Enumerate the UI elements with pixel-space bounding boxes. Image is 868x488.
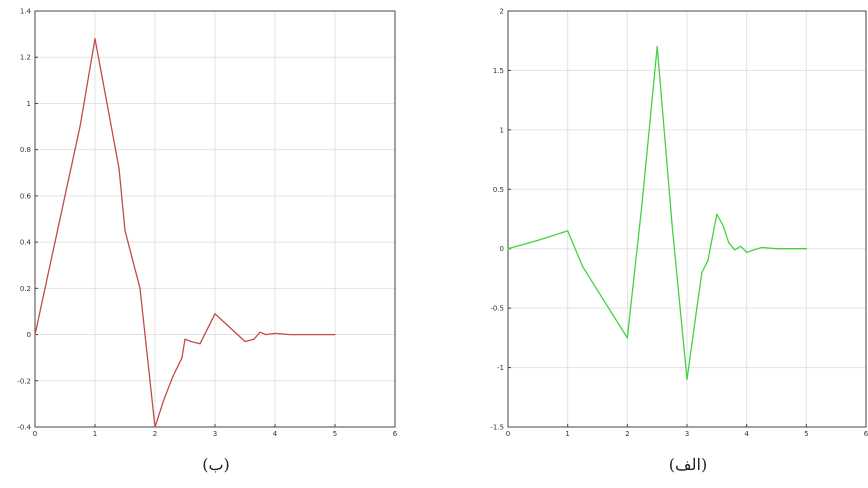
left-data-point-8 bbox=[139, 287, 141, 289]
left-xtick-label-1: 1 bbox=[93, 430, 97, 438]
left-ytick-label-3: 0.2 bbox=[20, 285, 31, 293]
right-data-point-20 bbox=[760, 246, 763, 249]
left-data-point-20 bbox=[259, 331, 261, 333]
caption-right: (الف) bbox=[668, 455, 708, 474]
right-data-point-3 bbox=[581, 265, 584, 268]
right-ytick-label-4: 0.5 bbox=[493, 186, 504, 194]
left-data-point-21 bbox=[265, 333, 267, 336]
right-xtick-label-4: 4 bbox=[744, 430, 749, 438]
right-data-point-5 bbox=[611, 313, 614, 315]
left-xtick-label-2: 2 bbox=[153, 430, 157, 438]
right-data-point-12 bbox=[701, 271, 703, 274]
left-data-point-19 bbox=[253, 338, 255, 340]
left-ytick-label-0: -0.4 bbox=[17, 424, 31, 432]
left-data-point-0 bbox=[34, 333, 36, 336]
left-data-point-11 bbox=[172, 375, 174, 377]
right-data-point-21 bbox=[775, 248, 778, 250]
right-data-point-0 bbox=[507, 248, 509, 250]
left-data-point-23 bbox=[289, 333, 291, 336]
right-ytick-label-1: -1 bbox=[497, 364, 504, 372]
right-data-point-7 bbox=[641, 200, 643, 202]
right-xtick-label-0: 0 bbox=[506, 430, 510, 438]
right-data-point-4 bbox=[596, 289, 599, 291]
left-xtick-label-0: 0 bbox=[33, 430, 37, 438]
right-data-point-15 bbox=[722, 224, 724, 226]
right-xtick-label-1: 1 bbox=[565, 430, 569, 438]
left-xtick-label-6: 6 bbox=[393, 430, 398, 438]
left-data-point-12 bbox=[181, 357, 183, 359]
right-data-point-17 bbox=[734, 249, 736, 251]
left-xtick-label-5: 5 bbox=[333, 430, 337, 438]
left-data-point-10 bbox=[163, 398, 165, 400]
left-ytick-label-4: 0.4 bbox=[20, 239, 32, 247]
right-data-point-11 bbox=[695, 313, 697, 315]
right-xtick-label-5: 5 bbox=[804, 430, 808, 438]
left-data-point-6 bbox=[118, 167, 120, 169]
left-data-point-5 bbox=[106, 102, 108, 105]
right-xtick-label-3: 3 bbox=[685, 430, 689, 438]
chart-left: 0 1 2 3 4 5 6 -0.4 -0.2 0 0.2 0.4 0.6 0.8 1 1.2 1.4 bbox=[17, 8, 397, 439]
right-data-point-13 bbox=[707, 260, 709, 262]
right-ytick-label-5: 1 bbox=[500, 126, 504, 134]
right-data-point-2 bbox=[567, 230, 569, 232]
right-data-point-16 bbox=[728, 242, 730, 244]
left-data-point-17 bbox=[229, 327, 231, 329]
left-ytick-label-7: 1 bbox=[27, 100, 31, 108]
right-xtick-label-2: 2 bbox=[625, 430, 629, 438]
left-xtick-label-3: 3 bbox=[213, 430, 217, 438]
left-data-point-22 bbox=[274, 332, 276, 334]
left-data-point-3 bbox=[79, 125, 81, 128]
right-ytick-label-6: 1.5 bbox=[493, 67, 504, 75]
right-ytick-label-3: 0 bbox=[500, 245, 504, 253]
left-data-point-18 bbox=[244, 340, 246, 343]
left-xtick-label-4: 4 bbox=[273, 430, 278, 438]
left-ytick-label-9: 1.4 bbox=[20, 8, 32, 16]
right-ytick-label-7: 2 bbox=[500, 8, 504, 16]
right-data-point-8 bbox=[656, 46, 658, 48]
left-data-point-26 bbox=[334, 333, 336, 336]
right-ytick-label-2: -0.5 bbox=[490, 305, 504, 313]
left-data-point-2 bbox=[64, 195, 66, 197]
right-data-point-22 bbox=[805, 248, 807, 250]
right-data-point-9 bbox=[671, 224, 673, 226]
right-data-point-6 bbox=[626, 337, 628, 339]
left-data-point-15 bbox=[199, 343, 201, 345]
left-data-point-9 bbox=[154, 426, 156, 428]
right-data-point-19 bbox=[746, 251, 748, 253]
right-data-point-10 bbox=[686, 378, 688, 381]
left-data-point-7 bbox=[124, 229, 126, 232]
right-data-point-1 bbox=[537, 239, 539, 241]
left-ytick-label-8: 1.2 bbox=[20, 54, 31, 62]
right-xtick-label-6: 6 bbox=[864, 430, 868, 438]
left-ytick-label-6: 0.8 bbox=[20, 146, 31, 154]
left-data-point-13 bbox=[184, 338, 186, 340]
left-ytick-label-2: 0 bbox=[27, 331, 31, 339]
caption-left: (ب) bbox=[202, 455, 230, 474]
left-data-point-1 bbox=[49, 264, 51, 266]
left-data-point-4 bbox=[94, 38, 96, 40]
right-ytick-label-0: -1.5 bbox=[490, 424, 504, 432]
right-data-point-14 bbox=[716, 213, 718, 215]
left-ytick-label-5: 0.6 bbox=[20, 192, 32, 200]
left-data-point-24 bbox=[304, 333, 306, 336]
left-ytick-label-1: -0.2 bbox=[17, 377, 31, 385]
left-data-point-14 bbox=[190, 340, 192, 343]
chart-right: 0 1 2 3 4 5 6 -1.5 -1 -0.5 0 0.5 1 1.5 2 bbox=[490, 8, 868, 439]
left-data-point-25 bbox=[319, 333, 321, 336]
right-data-point-18 bbox=[740, 245, 742, 247]
left-data-point-16 bbox=[214, 313, 216, 315]
